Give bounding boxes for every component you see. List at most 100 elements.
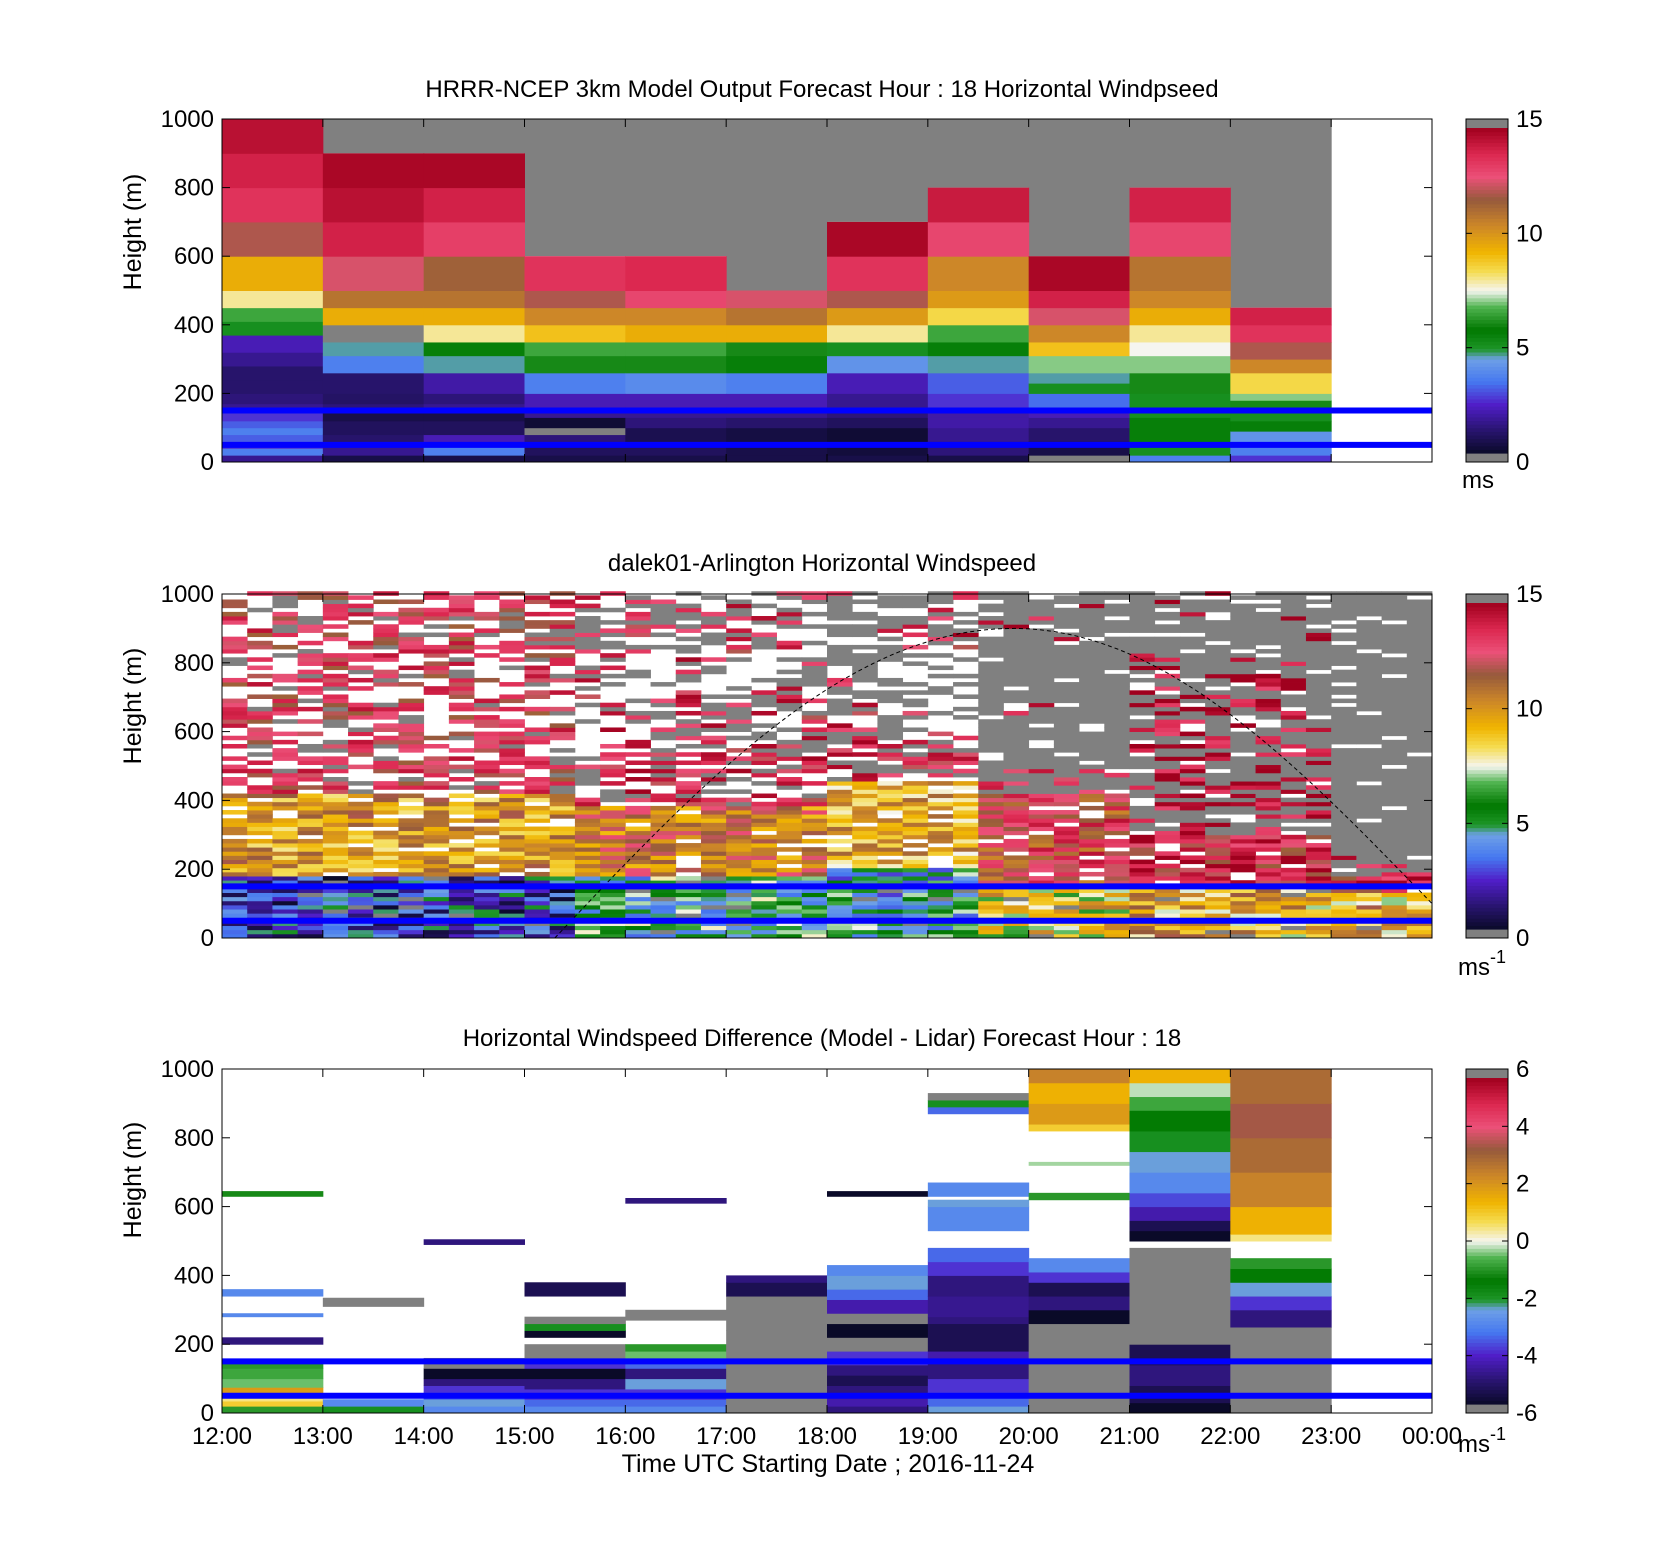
- heatmap-cell: [978, 896, 1004, 902]
- heatmap-cell: [1028, 599, 1055, 605]
- heatmap-cell: [801, 830, 828, 836]
- colorbar-tick-label: 6: [1516, 1056, 1529, 1083]
- colorbar-swatch: [1466, 449, 1508, 454]
- heatmap-cell: [1205, 892, 1231, 898]
- heatmap-cell: [751, 677, 777, 683]
- colorbar-tick-label: 0: [1516, 925, 1529, 952]
- heatmap-cell: [650, 822, 677, 827]
- heatmap-cell: [423, 834, 450, 840]
- heatmap-cell: [751, 871, 777, 877]
- heatmap-cell: [1305, 616, 1332, 621]
- heatmap-cell: [1255, 900, 1282, 906]
- heatmap-cell: [625, 777, 651, 782]
- heatmap-cell: [423, 826, 450, 832]
- heatmap-cell: [398, 723, 425, 728]
- heatmap-cell: [1406, 640, 1433, 646]
- heatmap-cell: [574, 900, 601, 906]
- heatmap-cell: [499, 793, 525, 799]
- heatmap-cell: [1028, 748, 1055, 753]
- heatmap-cell: [1305, 636, 1332, 642]
- colorbar-swatch: [1466, 787, 1508, 792]
- colorbar-swatch: [1466, 798, 1508, 803]
- heatmap-cell: [499, 863, 525, 869]
- heatmap-cell: [1154, 739, 1181, 745]
- heatmap-cell: [1280, 785, 1307, 790]
- colorbar-swatch: [1466, 1092, 1508, 1097]
- heatmap-cell: [348, 653, 374, 658]
- heatmap-cell: [1305, 810, 1332, 815]
- heatmap-cell: [297, 904, 324, 910]
- heatmap-cell: [776, 871, 803, 877]
- heatmap-cell: [776, 781, 803, 786]
- heatmap-cell: [1129, 723, 1156, 728]
- heatmap-cell: [650, 607, 677, 613]
- heatmap-cell: [751, 781, 777, 786]
- colorbar-swatch: [1466, 668, 1508, 673]
- heatmap-cell: [297, 768, 324, 774]
- heatmap-cell: [1381, 616, 1408, 621]
- heatmap-cell: [1205, 719, 1231, 724]
- heatmap-cell: [852, 909, 878, 914]
- colorbar-swatch: [1466, 653, 1508, 658]
- heatmap-cell: [827, 1395, 929, 1407]
- heatmap-cell: [423, 892, 450, 898]
- colorbar-swatch: [1466, 351, 1508, 357]
- heatmap-cell: [1003, 640, 1030, 646]
- heatmap-cell: [474, 785, 500, 790]
- heatmap-cell: [524, 888, 551, 893]
- heatmap-cell: [297, 748, 324, 753]
- heatmap-cell: [827, 810, 853, 815]
- heatmap-cell: [474, 888, 500, 893]
- heatmap-cell: [902, 595, 929, 600]
- heatmap-cell: [423, 1406, 525, 1414]
- heatmap-cell: [549, 789, 576, 794]
- heatmap-cell: [776, 702, 803, 708]
- heatmap-cell: [1331, 871, 1357, 877]
- heatmap-cell: [1255, 913, 1282, 918]
- heatmap-cell: [272, 900, 299, 906]
- sunrise-curve: [554, 627, 1433, 939]
- heatmap-cell: [549, 880, 576, 885]
- heatmap-cell: [827, 372, 929, 394]
- heatmap-cell: [927, 826, 954, 832]
- heatmap-cell: [1205, 847, 1231, 852]
- heatmap-cell: [902, 682, 929, 687]
- heatmap-cell: [1079, 702, 1105, 708]
- heatmap-cell: [297, 797, 324, 803]
- heatmap-cell: [272, 867, 299, 873]
- heatmap-cell: [1280, 855, 1307, 860]
- heatmap-cell: [222, 403, 324, 412]
- colorbar-tick-label: 2: [1516, 1171, 1529, 1198]
- heatmap-cell: [877, 756, 904, 761]
- heatmap-cell: [322, 760, 349, 766]
- heatmap-cell: [1154, 838, 1181, 844]
- heatmap-cell: [776, 752, 803, 757]
- heatmap-cell: [247, 847, 273, 852]
- heatmap-cell: [625, 838, 651, 844]
- heatmap-cell: [1381, 896, 1408, 902]
- heatmap-cell: [600, 888, 626, 893]
- heatmap-cell: [1280, 847, 1307, 852]
- colorbar-swatch: [1466, 1324, 1508, 1329]
- heatmap-cell: [1406, 624, 1433, 629]
- heatmap-cell: [1356, 867, 1382, 873]
- heatmap-cell: [1053, 851, 1080, 856]
- heatmap-cell: [1205, 880, 1231, 885]
- colorbar-swatch: [1466, 333, 1508, 339]
- heatmap-cell: [1179, 880, 1206, 885]
- heatmap-cell: [1406, 677, 1433, 683]
- heatmap-cell: [600, 702, 626, 708]
- heatmap-cell: [1230, 838, 1256, 844]
- heatmap-cell: [978, 851, 1004, 856]
- heatmap-cell: [927, 793, 954, 799]
- heatmap-cell: [801, 665, 828, 671]
- heatmap-cell: [524, 900, 551, 906]
- heatmap-cell: [1406, 871, 1433, 877]
- heatmap-cell: [1280, 909, 1307, 914]
- heatmap-cell: [1255, 727, 1282, 732]
- colorbar-swatch: [1466, 650, 1508, 655]
- heatmap-cell: [978, 847, 1004, 852]
- heatmap-cell: [1406, 847, 1433, 852]
- heatmap-cell: [625, 355, 727, 374]
- heatmap-cell: [448, 616, 475, 621]
